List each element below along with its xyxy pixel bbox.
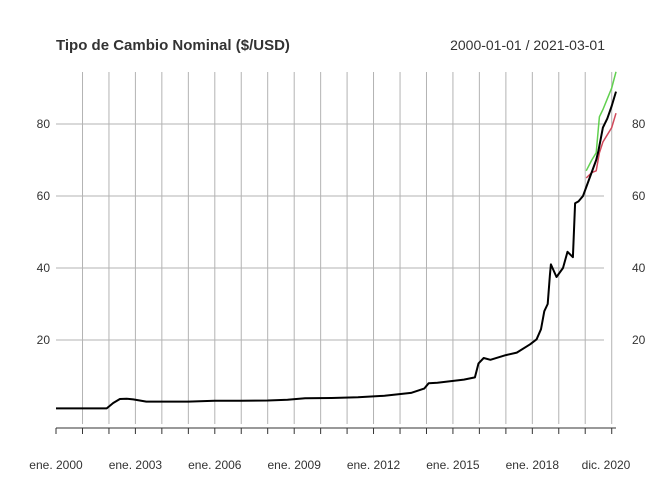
x-tick-label: ene. 2000: [29, 458, 83, 472]
y-tick-label-left: 60: [37, 189, 51, 203]
y-tick-label-left: 20: [37, 333, 51, 347]
chart-title: Tipo de Cambio Nominal ($/USD): [56, 37, 290, 54]
y-tick-label-right: 80: [632, 117, 646, 131]
y-tick-label-left: 80: [37, 117, 51, 131]
x-tick-label: ene. 2003: [109, 458, 163, 472]
y-tick-label-right: 20: [632, 333, 646, 347]
y-tick-label-right: 40: [632, 261, 646, 275]
x-tick-label: ene. 2009: [268, 458, 322, 472]
y-tick-label-right: 60: [632, 189, 646, 203]
y-axis-labels: 20 20 40 40 60 60 80 80: [37, 117, 646, 347]
x-tick-label: dic. 2020: [582, 458, 631, 472]
grid-lines: [56, 72, 613, 424]
series-line-1: [56, 91, 617, 410]
x-tick-label: ene. 2006: [188, 458, 242, 472]
x-axis-labels: ene. 2000 ene. 2003 ene. 2006 ene. 2009 ene.…: [29, 458, 630, 472]
x-axis-ticks: [55, 428, 613, 434]
x-tick-label: ene. 2018: [506, 458, 560, 472]
series-lines: [56, 71, 617, 410]
y-tick-label-left: 40: [37, 261, 51, 275]
series-line-3: [585, 71, 617, 172]
x-tick-label: ene. 2015: [426, 458, 480, 472]
chart-period: 2000-01-01 / 2021-03-01: [450, 37, 605, 53]
x-tick-label: ene. 2012: [347, 458, 401, 472]
